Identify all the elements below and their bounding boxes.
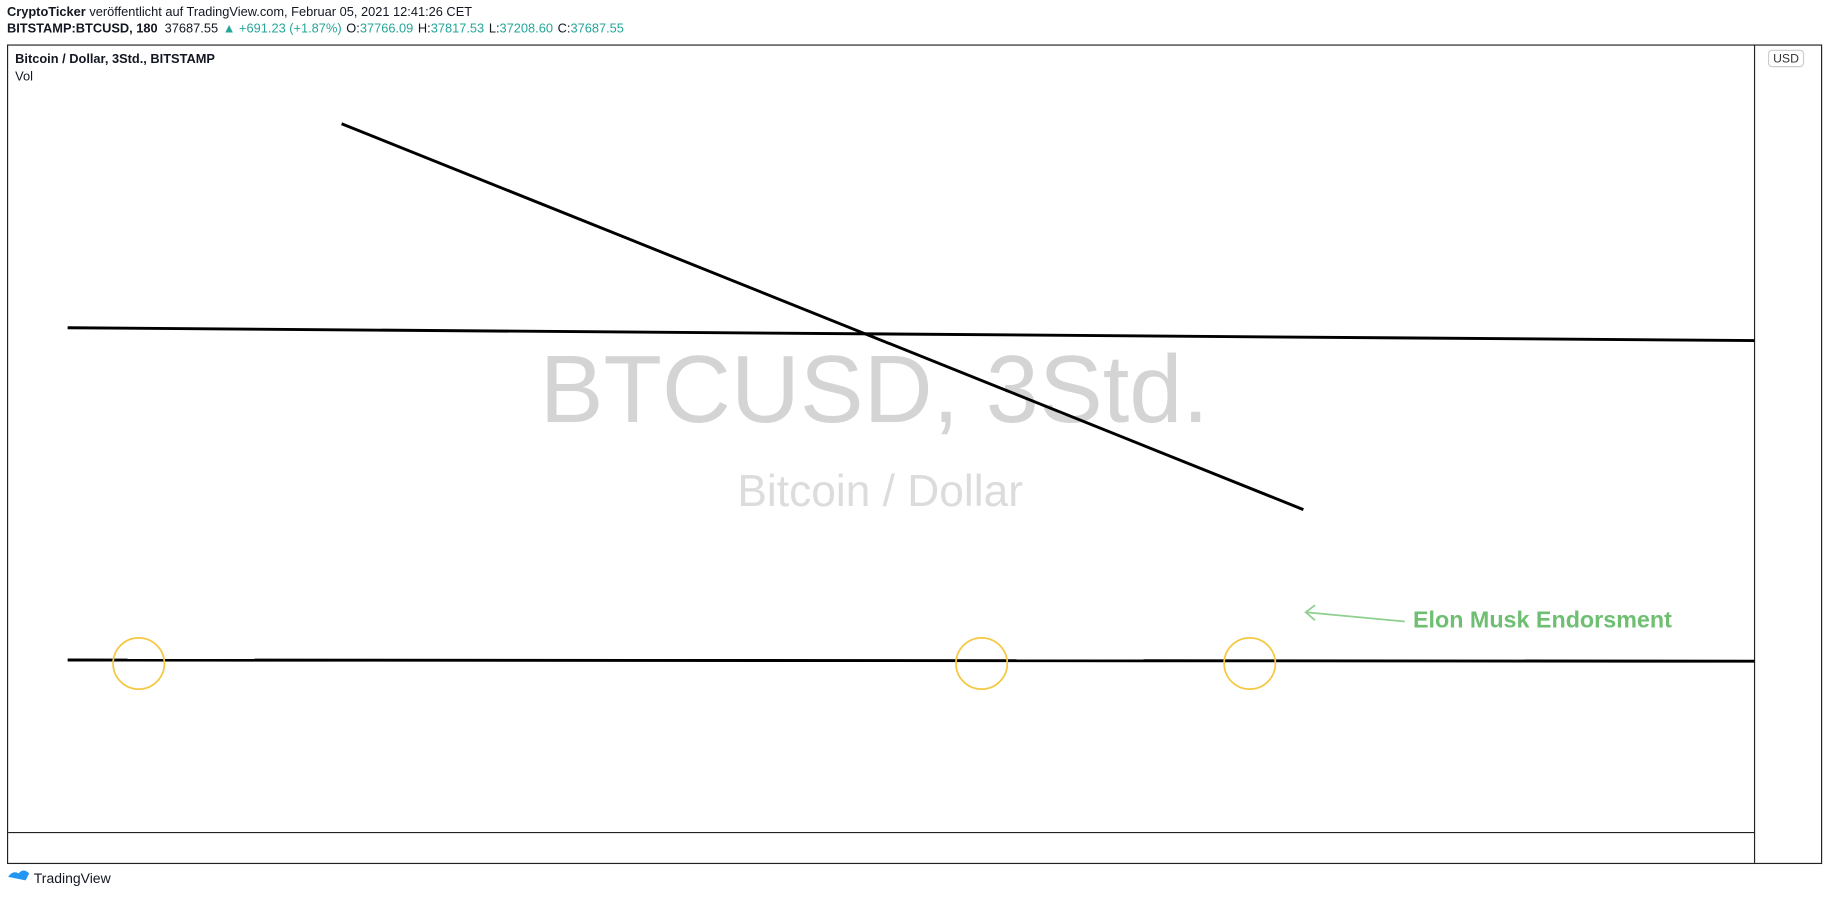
h-value: 37817.53 <box>431 21 484 36</box>
o-label: O: <box>346 21 360 36</box>
trend-line <box>341 122 1304 511</box>
annotation-arrow <box>1305 611 1405 623</box>
drawings: Elon Musk Endorsment <box>67 122 1755 691</box>
change: ▲ +691.23 (+1.87%) <box>223 21 342 36</box>
h-label: H: <box>418 21 431 36</box>
currency-box <box>1767 49 1805 68</box>
arrow-head <box>1304 604 1316 622</box>
symbol-line: BITSTAMP:BTCUSD, 180 37687.55 ▲ +691.23 (+… <box>7 21 624 36</box>
author: CryptoTicker <box>7 4 86 19</box>
published: veröffentlicht auf TradingView.com, Febr… <box>86 4 472 19</box>
l-value: 37208.60 <box>500 21 553 36</box>
currency: USD <box>1773 51 1799 65</box>
highlight-circle <box>955 636 1009 691</box>
publish-line: CryptoTicker veröffentlicht auf TradingV… <box>7 4 472 19</box>
annotation: Elon Musk Endorsment <box>1413 607 1672 633</box>
c-label: C: <box>558 21 571 36</box>
l-label: L: <box>489 21 500 36</box>
resistance-line <box>67 326 1755 343</box>
footer: TradingView <box>34 870 112 886</box>
o-value: 37766.09 <box>360 21 413 36</box>
highlight-circle <box>1223 636 1277 691</box>
frame <box>6 44 1823 865</box>
c-value: 37687.55 <box>570 21 623 36</box>
symbol: BITSTAMP:BTCUSD, 180 <box>7 21 158 36</box>
last-price: 37687.55 <box>165 21 218 36</box>
legend-volume: Vol <box>15 68 33 83</box>
highlight-circle <box>112 636 166 691</box>
watermark-symbol: BTCUSD, 3Std. <box>540 336 1209 443</box>
legend-title: Bitcoin / Dollar, 3Std., BITSTAMP <box>15 51 215 66</box>
watermark-name: Bitcoin / Dollar <box>737 467 1023 516</box>
logo <box>8 870 30 881</box>
support-line <box>67 658 1755 663</box>
